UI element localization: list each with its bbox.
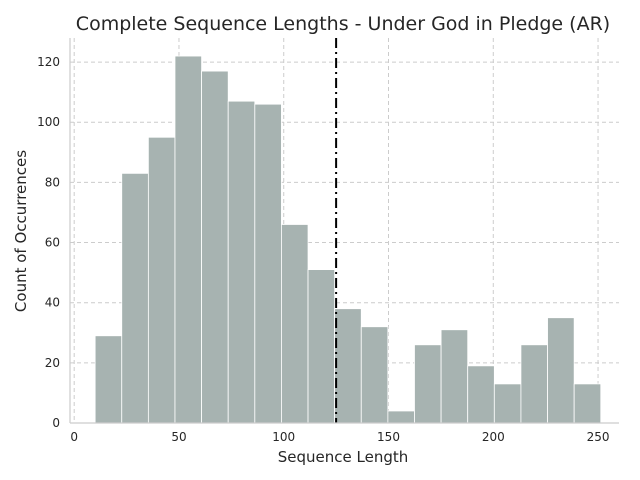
tick-labels: 0 20 40 60 80 100 120 0 50 100 150 200 250 (37, 55, 609, 444)
histogram-bar (520, 344, 548, 424)
histogram-bar (414, 344, 442, 424)
histogram-bar (94, 335, 123, 424)
histogram-bar (307, 269, 336, 424)
histogram-bar (334, 308, 362, 424)
histogram-bar (121, 172, 149, 424)
histogram-bar (254, 103, 282, 424)
histogram-bar (440, 329, 469, 424)
y-tick-label: 100 (37, 115, 60, 129)
y-tick-label: 80 (45, 175, 60, 189)
x-tick-label: 0 (70, 430, 78, 444)
histogram-bar (387, 410, 415, 424)
histogram-bar (281, 224, 309, 424)
histogram-bars (94, 55, 602, 424)
y-tick-label: 60 (45, 236, 60, 250)
x-tick-label: 250 (587, 430, 610, 444)
histogram-bar (493, 383, 522, 424)
histogram-bar (227, 100, 256, 424)
x-tick-label: 200 (482, 430, 505, 444)
histogram-bar (573, 383, 602, 424)
histogram-bar (201, 70, 229, 424)
axes (69, 38, 619, 424)
histogram-bar (360, 326, 389, 424)
y-tick-label: 20 (45, 356, 60, 370)
y-axis-label: Count of Occurrences (12, 150, 30, 312)
histogram-bar (547, 317, 575, 424)
histogram-bar (147, 136, 176, 424)
histogram-bar (467, 365, 495, 424)
y-tick-label: 0 (52, 416, 60, 430)
y-tick-label: 120 (37, 55, 60, 69)
chart-title: Complete Sequence Lengths - Under God in… (76, 13, 610, 35)
x-tick-label: 150 (377, 430, 400, 444)
y-tick-label: 40 (45, 296, 60, 310)
x-tick-label: 100 (272, 430, 295, 444)
x-tick-label: 50 (171, 430, 186, 444)
histogram-bar (174, 55, 202, 424)
x-axis-label: Sequence Length (278, 448, 409, 466)
